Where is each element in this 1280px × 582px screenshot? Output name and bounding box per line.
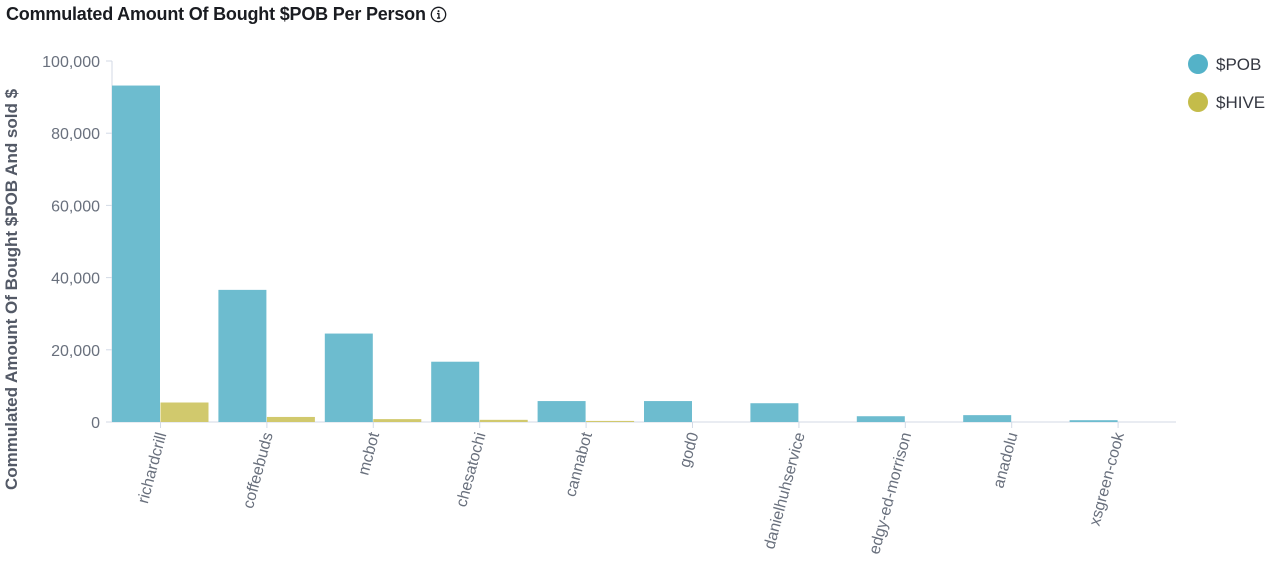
y-tick-label: 0 — [91, 415, 100, 432]
legend: $POB $HIVE — [1188, 54, 1265, 112]
bar-pob-coffeebuds[interactable] — [218, 289, 267, 422]
x-tick-label: chesatochi — [453, 431, 489, 509]
legend-swatch-pob[interactable] — [1188, 54, 1208, 74]
bar-hive-richardcrill[interactable] — [160, 402, 209, 422]
bar-pob-god0[interactable] — [644, 401, 692, 422]
x-tick-label: richardcrill — [135, 431, 170, 506]
y-axis-label: Commulated Amount Of Bought $POB And sol… — [2, 88, 21, 490]
x-tick-label: xsgreen-cook — [1087, 430, 1129, 528]
y-tick-label: 40,000 — [51, 271, 100, 288]
x-tick-label: edgy-ed-morrison — [866, 431, 915, 557]
chart-title-row: Commulated Amount Of Bought $POB Per Per… — [6, 4, 447, 25]
bar-hive-cannabot[interactable] — [586, 420, 635, 422]
bar-pob-danielhuhservice[interactable] — [750, 403, 799, 422]
bar-pob-mcbot[interactable] — [324, 333, 373, 422]
legend-label-hive[interactable]: $HIVE — [1216, 93, 1265, 112]
bar-hive-chesatochi[interactable] — [479, 419, 528, 422]
x-tick-label: mcbot — [355, 430, 383, 477]
bar-pob-anadolu[interactable] — [963, 415, 1012, 422]
legend-label-pob[interactable]: $POB — [1216, 55, 1261, 74]
x-tick-labels: richardcrill coffeebuds mcbot chesatochi can… — [135, 430, 1128, 556]
y-tick-label: 60,000 — [51, 198, 100, 215]
bar-pob-edgy-ed-morrison[interactable] — [856, 416, 905, 422]
x-tick-label: anadolu — [990, 431, 1021, 490]
y-tick-label: 20,000 — [51, 343, 100, 360]
info-icon[interactable] — [430, 6, 447, 23]
bar-hive-mcbot[interactable] — [373, 419, 422, 422]
y-axis-label-group: Commulated Amount Of Bought $POB And sol… — [2, 88, 21, 490]
chart-title: Commulated Amount Of Bought $POB Per Per… — [6, 4, 426, 24]
x-tick-label: coffeebuds — [240, 431, 277, 511]
bar-pob-cannabot[interactable] — [537, 401, 586, 422]
bar-pob-xsgreen-cook[interactable] — [1069, 420, 1118, 422]
x-tick-label: cannabot — [563, 430, 597, 499]
x-tick-label: god0 — [677, 431, 703, 470]
bar-hive-coffeebuds[interactable] — [266, 416, 315, 422]
y-tick-label: 80,000 — [51, 126, 100, 143]
y-tick-label: 100,000 — [42, 54, 100, 71]
bars — [112, 85, 1118, 422]
legend-swatch-hive[interactable] — [1188, 92, 1208, 112]
bar-pob-richardcrill[interactable] — [112, 85, 160, 422]
axes: 0 20,000 40,000 60,000 80,000 100,000 — [42, 54, 1176, 432]
x-tick-label: danielhuhservice — [761, 431, 809, 551]
bar-pob-chesatochi[interactable] — [431, 361, 480, 422]
